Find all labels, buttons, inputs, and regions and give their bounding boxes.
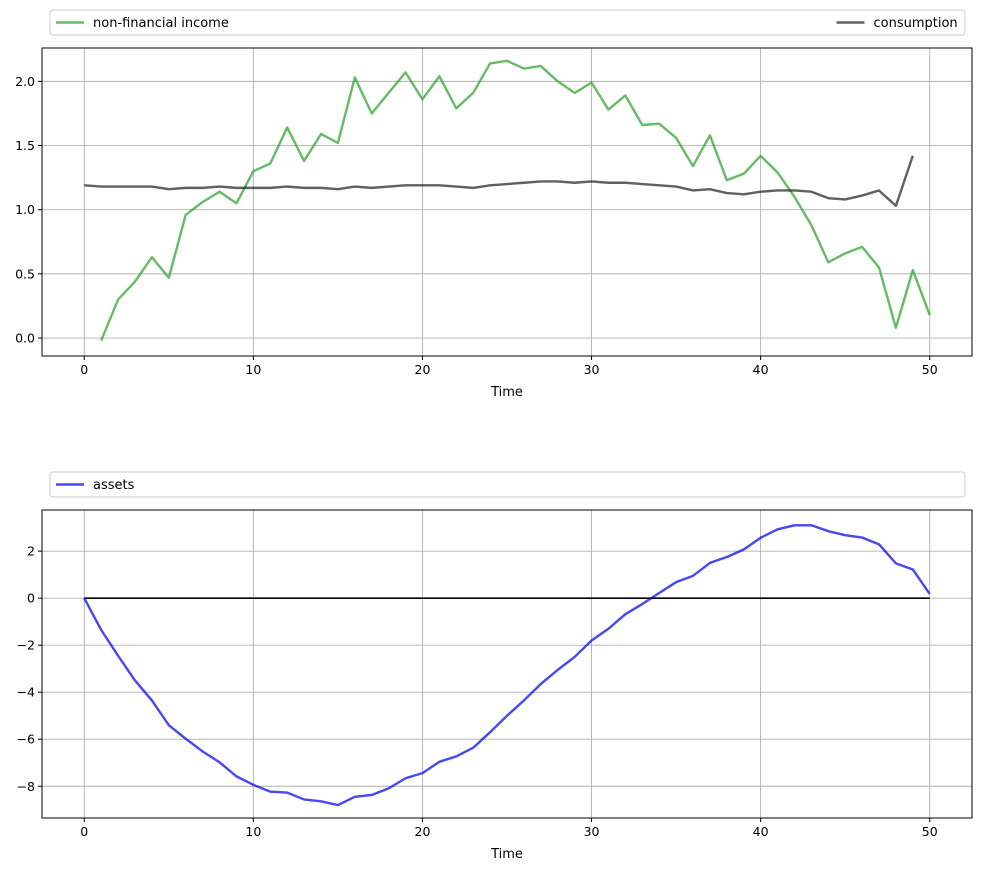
x-tick-label: 30 (584, 362, 600, 377)
legend-label: non-financial income (93, 16, 229, 31)
y-tick-label: 0.0 (15, 331, 35, 346)
x-tick-label: 0 (80, 362, 88, 377)
legend-label: assets (93, 478, 135, 493)
series-lines (83, 524, 931, 807)
x-tick-label: 10 (245, 824, 261, 839)
legend-box (49, 9, 966, 36)
y-tick-label: −8 (17, 779, 35, 794)
x-tick-label: 20 (415, 824, 431, 839)
x-tick-label: 50 (922, 824, 938, 839)
legend-box (49, 471, 966, 498)
legend: non-financial income consumption (49, 9, 966, 36)
income-consumption-chart: 0 10 20 30 40 50 0.0 0.5 1.0 1.5 2.0 Time non-fina… (15, 9, 973, 400)
grid-lines (42, 48, 972, 356)
x-tick-label: 40 (753, 824, 769, 839)
series-line-consumption (84, 155, 914, 208)
x-axis-label: Time (490, 847, 523, 862)
y-tick-label: 0.5 (15, 266, 35, 281)
tick-marks: 0 10 20 30 40 50 0.0 0.5 1.0 1.5 2.0 (15, 74, 938, 377)
assets-chart: 0 10 20 30 40 50 −8 −6 −4 −2 0 2 Time assets (17, 471, 973, 862)
y-tick-label: −6 (17, 732, 35, 747)
plot-frame (41, 509, 973, 819)
x-tick-label: 0 (80, 824, 88, 839)
x-tick-label: 50 (922, 362, 938, 377)
y-tick-label: 2 (27, 544, 35, 559)
y-tick-label: 0 (27, 591, 35, 606)
series-line-non-financial-income (100, 59, 931, 342)
series-lines (84, 59, 931, 342)
x-tick-label: 20 (415, 362, 431, 377)
plot-frame (41, 47, 973, 357)
legend-label: consumption (874, 16, 958, 31)
x-tick-label: 40 (753, 362, 769, 377)
x-tick-label: 10 (245, 362, 261, 377)
y-tick-label: −2 (17, 638, 35, 653)
legend: assets (49, 471, 966, 498)
y-tick-label: −4 (17, 685, 35, 700)
y-tick-label: 2.0 (15, 74, 35, 89)
y-tick-label: 1.5 (15, 138, 35, 153)
x-axis-label: Time (490, 385, 523, 400)
series-line-assets (83, 524, 931, 807)
x-tick-label: 30 (584, 824, 600, 839)
y-tick-label: 1.0 (15, 202, 35, 217)
tick-marks: 0 10 20 30 40 50 −8 −6 −4 −2 0 2 (17, 544, 938, 839)
